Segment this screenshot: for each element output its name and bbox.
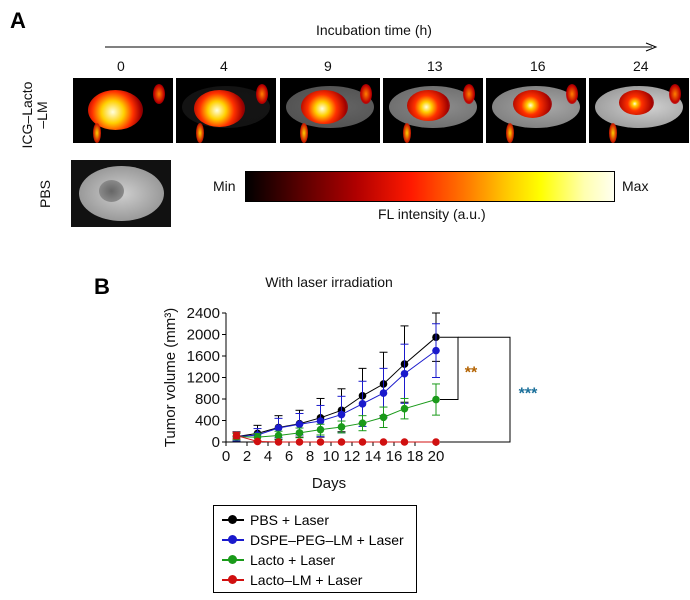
fluorescence-mouse-image bbox=[383, 78, 483, 143]
x-tick-label: 10 bbox=[323, 448, 340, 465]
data-point bbox=[295, 438, 304, 446]
x-tick-label: 20 bbox=[428, 448, 445, 465]
data-point bbox=[337, 423, 346, 431]
data-point bbox=[358, 438, 367, 446]
data-point bbox=[232, 431, 241, 440]
x-tick-label: 0 bbox=[222, 448, 230, 465]
legend-marker bbox=[222, 515, 244, 525]
y-tick-label: 1600 bbox=[187, 348, 220, 365]
row-label-pbs: PBS bbox=[37, 180, 53, 209]
x-tick-label: 18 bbox=[407, 448, 424, 465]
x-tick-label: 4 bbox=[264, 448, 272, 465]
data-point bbox=[432, 438, 440, 446]
x-tick-label: 6 bbox=[285, 448, 293, 465]
fluorescence-mouse-image bbox=[176, 78, 276, 143]
time-point-label: 24 bbox=[633, 58, 649, 74]
legend-label: PBS + Laser bbox=[250, 512, 329, 528]
y-tick-label: 1200 bbox=[187, 370, 220, 387]
x-tick-label: 8 bbox=[306, 448, 314, 465]
data-point bbox=[274, 438, 283, 446]
time-axis-title: Incubation time (h) bbox=[316, 22, 432, 38]
data-point bbox=[379, 389, 388, 397]
time-point-label: 4 bbox=[220, 58, 228, 74]
time-point-label: 0 bbox=[117, 58, 125, 74]
panel-a-letter: A bbox=[10, 8, 26, 33]
colorbar-max-label: Max bbox=[622, 178, 649, 194]
chart-title: With laser irradiation bbox=[265, 274, 393, 290]
x-tick-label: 16 bbox=[386, 448, 403, 465]
legend-label: DSPE–PEG–LM + Laser bbox=[250, 532, 404, 548]
significance-label: ** bbox=[465, 364, 478, 381]
data-point bbox=[432, 346, 440, 355]
data-point bbox=[379, 438, 388, 446]
data-point bbox=[295, 420, 304, 429]
y-tick-label: 0 bbox=[212, 434, 220, 451]
row-label-icg: ICG–Lacto –LM bbox=[19, 80, 50, 150]
panel-b-letter: B bbox=[94, 274, 110, 299]
data-point bbox=[253, 437, 262, 446]
legend-marker bbox=[222, 575, 244, 585]
data-point bbox=[316, 425, 325, 434]
colorbar-min-label: Min bbox=[213, 178, 236, 194]
data-point bbox=[316, 438, 325, 446]
series-line bbox=[236, 336, 437, 438]
data-point bbox=[432, 395, 440, 404]
row-label-icg-line2: –LM bbox=[34, 101, 50, 129]
data-point bbox=[400, 369, 409, 378]
data-point bbox=[274, 424, 283, 432]
significance-label: *** bbox=[519, 386, 538, 403]
y-tick-label: 2000 bbox=[187, 327, 220, 344]
tumor-volume-chart: With laser irradiation Days Tumor volume (… bbox=[162, 274, 538, 492]
data-point bbox=[295, 429, 304, 437]
data-point bbox=[337, 438, 346, 446]
data-point bbox=[400, 404, 409, 413]
x-tick-label: 2 bbox=[243, 448, 251, 465]
x-axis-label: Days bbox=[312, 475, 346, 492]
x-tick-label: 12 bbox=[344, 448, 361, 465]
pbs-mouse-image bbox=[71, 160, 171, 227]
fluorescence-mouse-image bbox=[589, 78, 689, 143]
fluorescence-mouse-image bbox=[73, 78, 173, 143]
data-point bbox=[274, 431, 283, 440]
series-line bbox=[236, 435, 436, 443]
significance-bracket bbox=[440, 336, 459, 401]
fluorescence-mouse-image bbox=[280, 78, 380, 143]
y-axis-label: Tumor volume (mm³) bbox=[162, 308, 179, 447]
colorbar bbox=[245, 171, 615, 202]
legend-item: DSPE–PEG–LM + Laser bbox=[222, 530, 416, 550]
legend-marker bbox=[222, 555, 244, 565]
x-tick-label: 14 bbox=[365, 448, 382, 465]
legend-item: Lacto + Laser bbox=[222, 550, 416, 570]
series-line bbox=[236, 350, 437, 438]
colorbar-title: FL intensity (a.u.) bbox=[378, 206, 486, 222]
data-point bbox=[337, 410, 346, 419]
time-arrow bbox=[105, 42, 658, 52]
time-point-label: 13 bbox=[427, 58, 443, 74]
time-point-label: 9 bbox=[324, 58, 332, 74]
row-label-icg-line1: ICG–Lacto bbox=[19, 81, 35, 149]
significance-bracket bbox=[440, 336, 511, 443]
data-point bbox=[379, 413, 388, 422]
legend-item: PBS + Laser bbox=[222, 510, 416, 530]
data-point bbox=[358, 419, 367, 427]
series-line bbox=[236, 399, 437, 438]
time-point-label: 16 bbox=[530, 58, 546, 74]
legend-marker bbox=[222, 535, 244, 545]
y-tick-label: 800 bbox=[195, 391, 220, 408]
fluorescence-mouse-image bbox=[486, 78, 586, 143]
legend-label: Lacto–LM + Laser bbox=[250, 572, 363, 588]
legend-item: Lacto–LM + Laser bbox=[222, 570, 416, 590]
data-point bbox=[358, 400, 367, 408]
y-tick-label: 2400 bbox=[187, 305, 220, 322]
data-point bbox=[316, 417, 325, 425]
legend: PBS + Laser DSPE–PEG–LM + Laser Lacto + La… bbox=[213, 505, 417, 593]
y-tick-label: 400 bbox=[195, 413, 220, 430]
data-point bbox=[400, 438, 409, 446]
legend-label: Lacto + Laser bbox=[250, 552, 336, 568]
